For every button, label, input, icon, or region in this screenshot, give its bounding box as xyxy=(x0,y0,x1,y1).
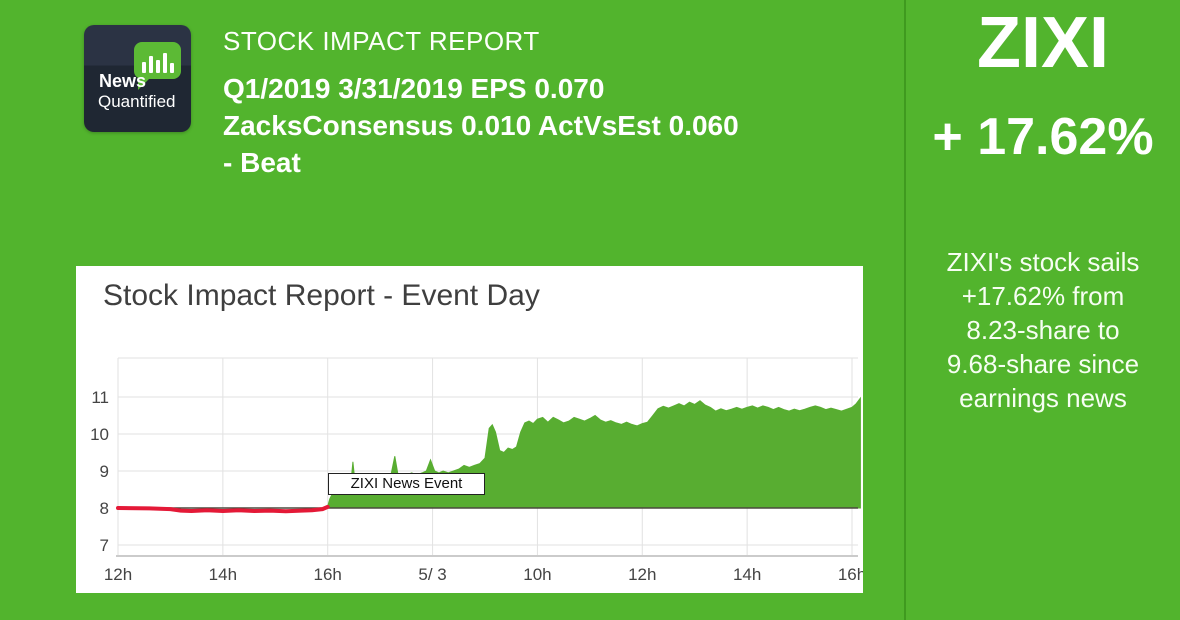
chart-panel: 7 8 9 10 11 12h 14h 16h 5/ 3 10h 12h 14h 16h Stock I… xyxy=(76,266,863,593)
x-tick-label: 10h xyxy=(523,565,551,584)
x-tick-label: 12h xyxy=(104,565,132,584)
subtitle-line-2: ZacksConsensus 0.010 ActVsEst 0.060 xyxy=(223,110,739,141)
subtitle-line-3: - Beat xyxy=(223,147,301,178)
x-tick-label: 16h xyxy=(838,565,863,584)
x-tick-label: 16h xyxy=(314,565,342,584)
x-tick-label: 12h xyxy=(628,565,656,584)
summary-text: ZIXI's stock sails +17.62% from 8.23-sha… xyxy=(906,245,1180,415)
ticker-symbol: ZIXI xyxy=(976,3,1109,83)
stock-price-chart: 7 8 9 10 11 12h 14h 16h 5/ 3 10h 12h 14h 16h xyxy=(90,357,863,584)
y-tick-label: 9 xyxy=(100,462,109,481)
subtitle-line-1: Q1/2019 3/31/2019 EPS 0.070 xyxy=(223,73,605,104)
summary-line-3: 8.23-share to xyxy=(966,314,1120,345)
logo-text-news: News xyxy=(99,71,147,91)
report-title: STOCK IMPACT REPORT xyxy=(223,26,540,56)
panel-divider xyxy=(904,0,906,620)
percent-change: + 17.62% xyxy=(932,107,1154,166)
news-quantified-logo: News Quantified xyxy=(84,25,191,132)
y-tick-label: 10 xyxy=(90,425,109,444)
right-panel: ZIXI + 17.62% ZIXI's stock sails +17.62%… xyxy=(906,0,1180,620)
y-tick-label: 11 xyxy=(91,388,109,407)
logo-text-quantified: Quantified xyxy=(98,92,176,111)
summary-line-5: earnings news xyxy=(959,382,1127,413)
x-tick-label: 14h xyxy=(209,565,237,584)
x-tick-label: 14h xyxy=(733,565,761,584)
summary-line-1: ZIXI's stock sails xyxy=(946,246,1140,277)
y-tick-label: 8 xyxy=(100,499,109,518)
pre-event-line xyxy=(116,504,330,514)
summary-line-4: 9.68-share since xyxy=(946,348,1140,379)
news-event-annotation: ZIXI News Event xyxy=(328,473,485,495)
speech-bubble-tail xyxy=(138,77,151,90)
y-tick-label: 7 xyxy=(100,536,109,555)
chart-title: Stock Impact Report - Event Day xyxy=(103,279,540,312)
x-tick-label: 5/ 3 xyxy=(418,565,446,584)
summary-line-2: +17.62% from xyxy=(961,280,1125,311)
report-subtitle: Q1/2019 3/31/2019 EPS 0.070 ZacksConsens… xyxy=(223,70,739,181)
bar-chart-icon xyxy=(142,49,176,73)
